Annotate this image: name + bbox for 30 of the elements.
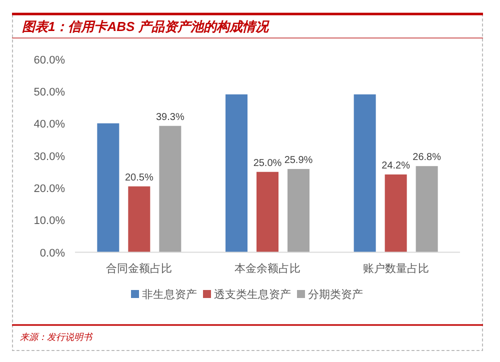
chart-title: 图表1：信用卡ABS 产品资产池的构成情况 [22,19,270,34]
bar [128,186,150,252]
legend-label: 透支类生息资产 [214,288,291,301]
bar [159,126,182,252]
data-label: 25.0% [253,158,282,169]
y-tick-label: 60.0% [34,54,66,66]
data-label: 25.9% [284,154,313,166]
y-tick-label: 50.0% [34,86,66,98]
bar [288,168,310,252]
bar [256,172,278,252]
x-tick-label: 合同金额占比 [106,262,172,275]
y-tick-label: 20.0% [34,182,66,195]
x-tick-label: 本金余额占比 [234,262,300,275]
legend-label: 非生息资产 [142,288,197,301]
bar [97,123,120,252]
data-label: 24.2% [382,160,410,172]
x-tick-label: 账户数量占比 [362,262,429,275]
y-tick-label: 0.0% [40,247,66,260]
bar [226,94,248,252]
data-label: 20.5% [124,172,154,184]
bar [416,166,438,252]
y-tick-label: 40.0% [34,118,66,131]
data-label: 39.3% [156,112,184,123]
source-note: 来源：发行说明书 [20,332,93,342]
y-tick-label: 10.0% [34,215,66,228]
legend-label: 分期类资产 [308,288,363,301]
data-label: 26.8% [412,152,442,164]
bar [354,94,376,252]
y-tick-label: 30.0% [34,150,66,163]
bar [384,174,407,252]
